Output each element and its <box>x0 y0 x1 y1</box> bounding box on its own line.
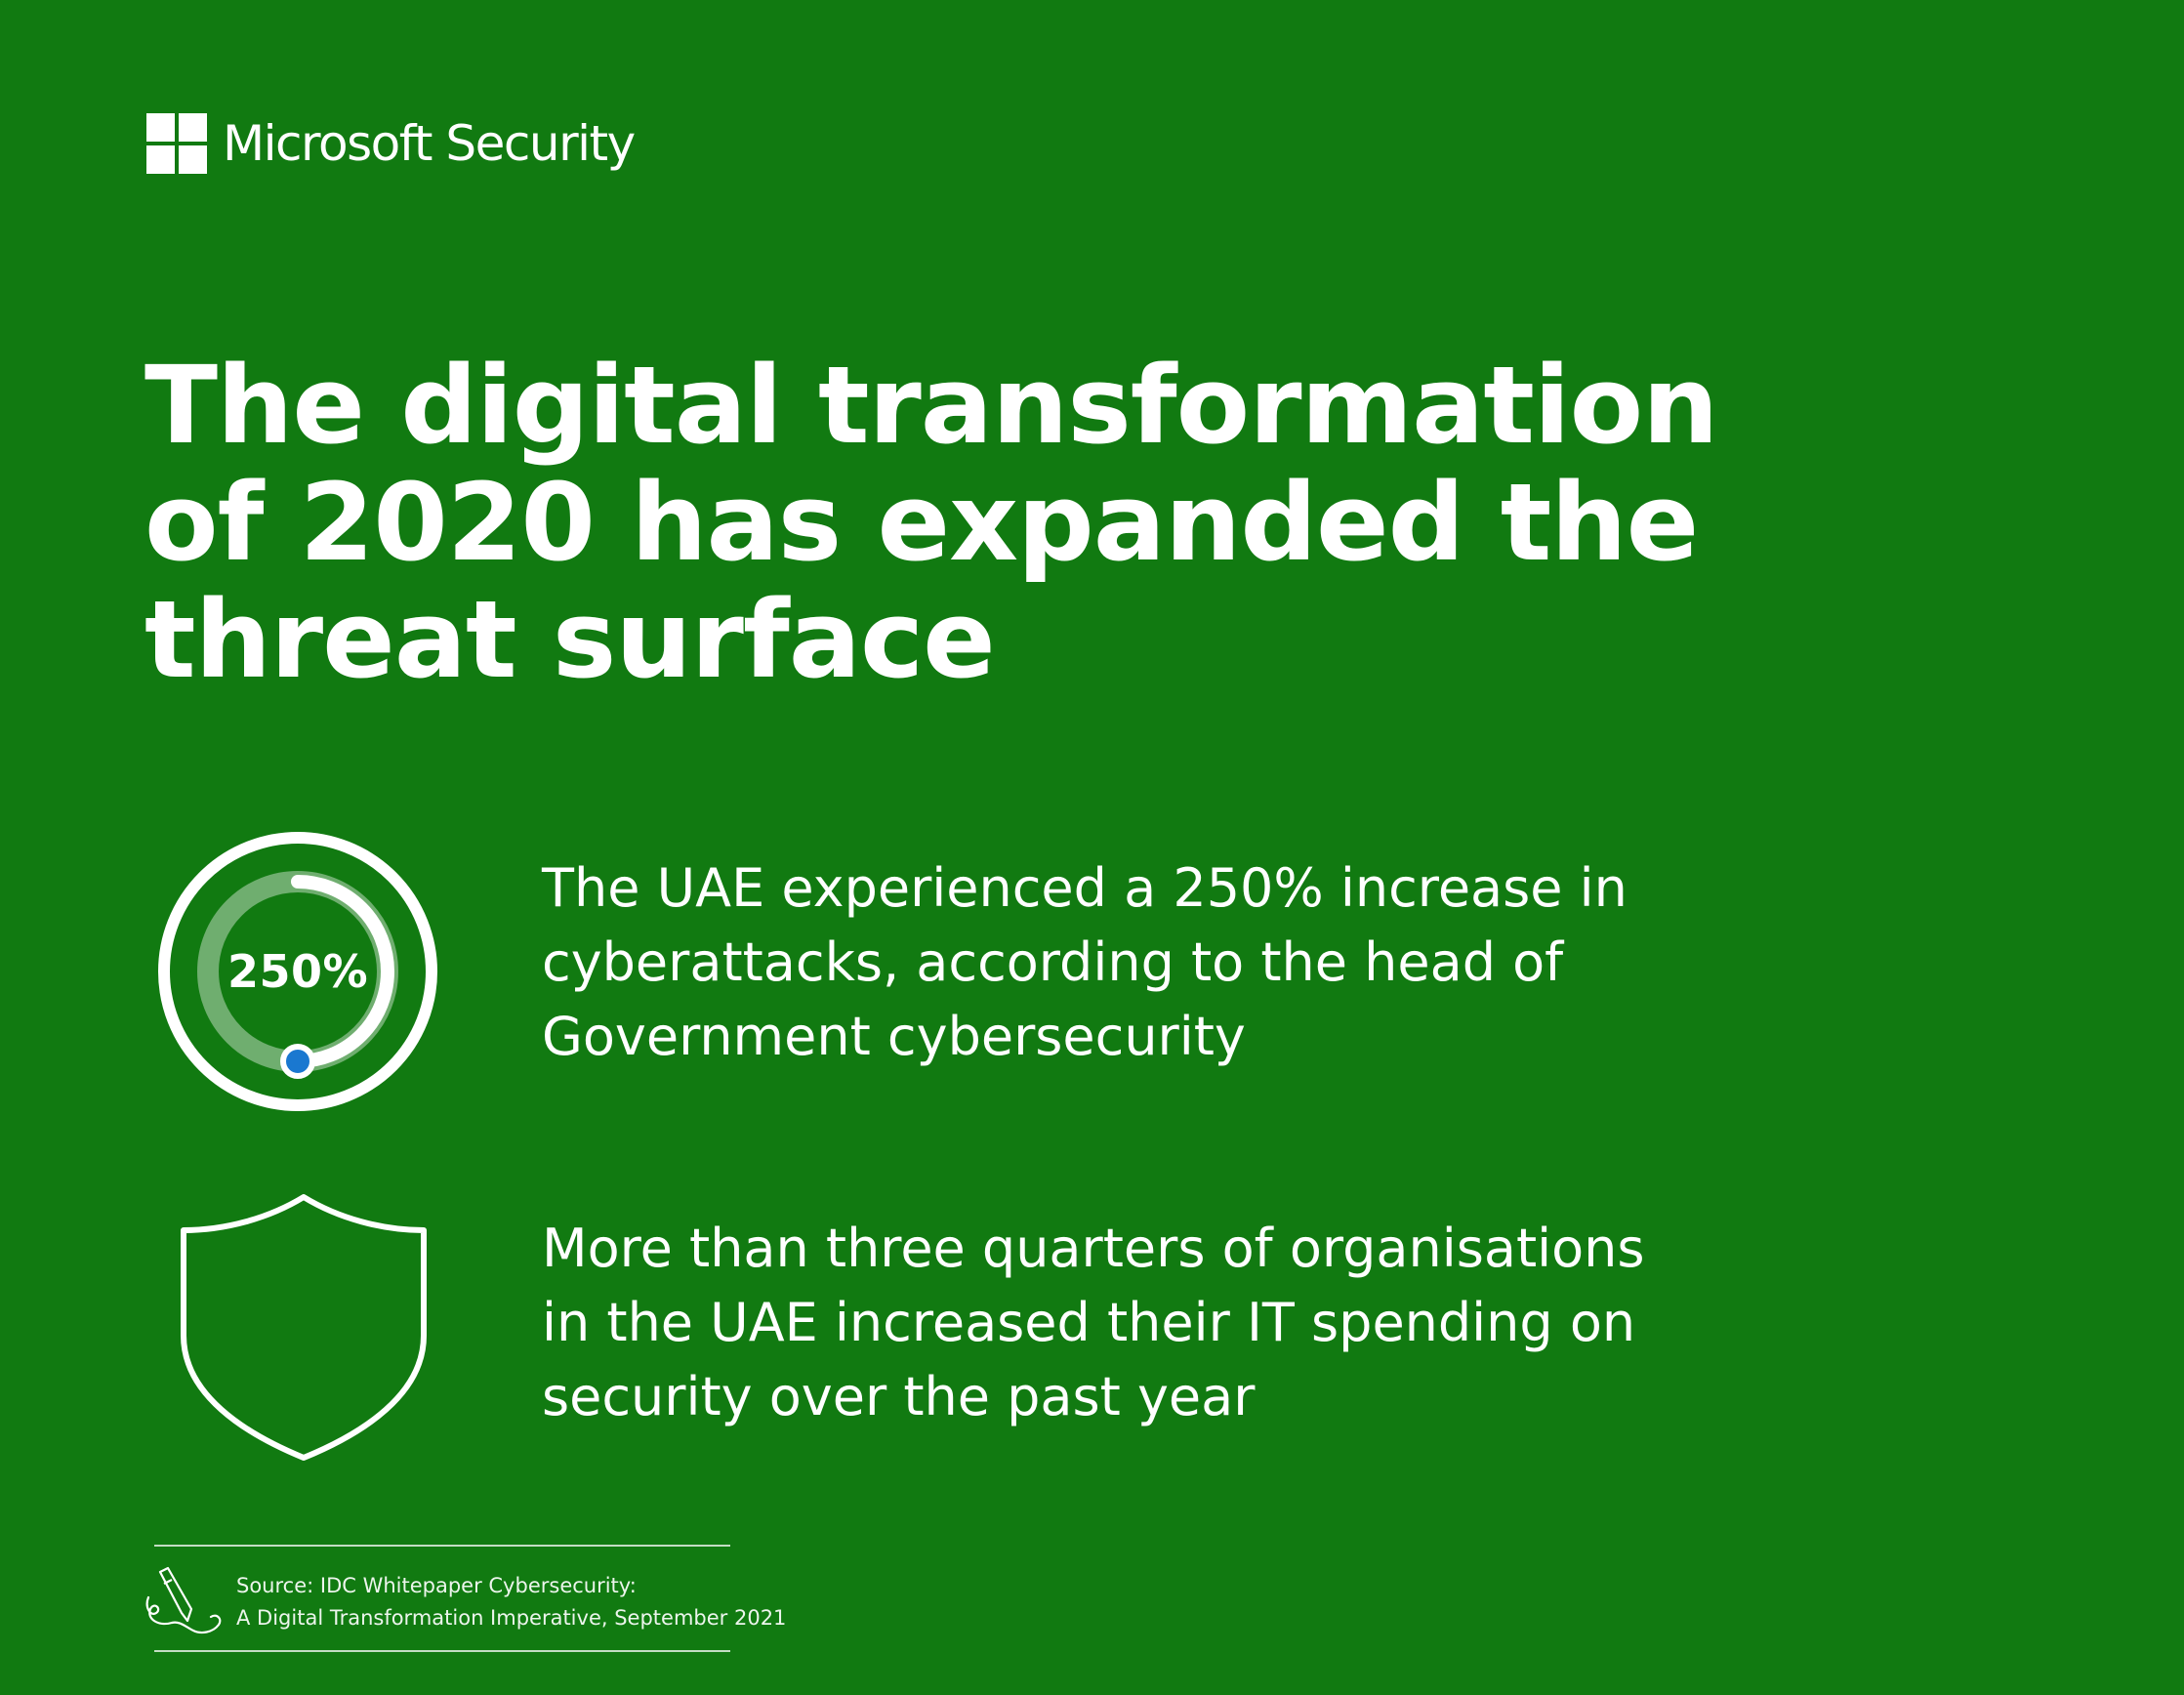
title-line-1: The digital transformation <box>144 343 1719 468</box>
source-text: Source: IDC Whitepaper Cybersecurity: A … <box>236 1570 786 1634</box>
stat-2-line-2: in the UAE increased their IT spending o… <box>542 1292 1636 1353</box>
stat-2-line-3: security over the past year <box>542 1366 1256 1427</box>
progress-ring-icon: 250% <box>151 825 444 1118</box>
stat-1-line-3: Government cybersecurity <box>542 1006 1246 1067</box>
source-line-1: Source: IDC Whitepaper Cybersecurity: <box>236 1574 637 1597</box>
stat-1-line-1: The UAE experienced a 250% increase in <box>542 857 1628 919</box>
stat-2-text: More than three quarters of organisation… <box>542 1212 1713 1434</box>
brand-name: Microsoft Security <box>223 115 636 172</box>
source-citation: Source: IDC Whitepaper Cybersecurity: A … <box>145 1545 786 1652</box>
title-line-2: of 2020 has expanded the <box>144 460 1699 585</box>
page-title: The digital transformation of 2020 has e… <box>144 347 1804 698</box>
shield-icon <box>176 1189 432 1463</box>
stat-1-value: 250% <box>227 945 369 998</box>
brand-header: Microsoft Security <box>146 113 636 174</box>
stat-1-line-2: cyberattacks, according to the head of <box>542 931 1564 993</box>
microsoft-logo-icon <box>146 113 207 174</box>
source-line-2: A Digital Transformation Imperative, Sep… <box>236 1606 787 1630</box>
stat-1-text: The UAE experienced a 250% increase in c… <box>542 851 1713 1074</box>
pen-writing-icon <box>143 1562 230 1640</box>
title-line-3: threat surface <box>144 577 996 702</box>
stat-2-line-1: More than three quarters of organisation… <box>542 1218 1645 1279</box>
